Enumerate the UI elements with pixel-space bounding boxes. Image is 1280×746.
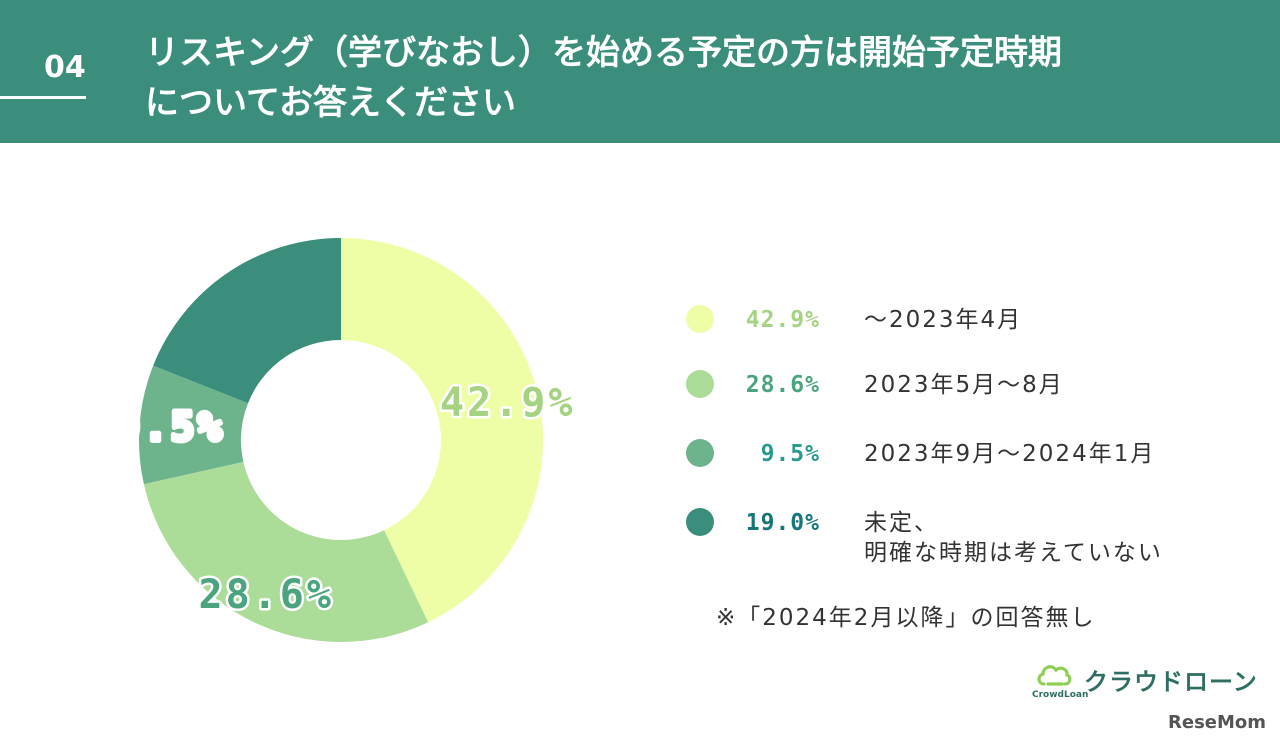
brand-logo: CrowdLoan クラウドローン xyxy=(1032,660,1262,704)
donut-slice-4 xyxy=(153,238,341,404)
watermark: ReseMom xyxy=(1168,712,1267,733)
question-number: 04 xyxy=(44,50,86,85)
donut-slice-3 xyxy=(138,365,249,485)
title-line-1: リスキング（学びなおし）を始める予定の方は開始予定時期 xyxy=(145,33,1062,73)
brand-name-jp: クラウドローン xyxy=(1084,668,1258,696)
question-underline xyxy=(0,96,86,99)
slice-label-2: 28.6% xyxy=(199,572,334,618)
page-title: リスキング（学びなおし）を始める予定の方は開始予定時期 についてお答えください xyxy=(145,28,1245,128)
brand-name-en: CrowdLoan xyxy=(1032,690,1089,700)
title-line-2: についてお答えください xyxy=(145,83,516,123)
slice-label-3: 9.5% xyxy=(116,405,224,451)
slice-label-1: 42.9% xyxy=(440,380,575,426)
footnote: ※「2024年2月以降」の回答無し xyxy=(716,605,1096,631)
header-banner: 04 リスキング（学びなおし）を始める予定の方は開始予定時期 についてお答えくだ… xyxy=(0,0,1280,143)
cloud-loan-icon xyxy=(1037,665,1072,686)
donut-slice-1 xyxy=(341,238,544,623)
donut-slice-2 xyxy=(143,461,429,642)
